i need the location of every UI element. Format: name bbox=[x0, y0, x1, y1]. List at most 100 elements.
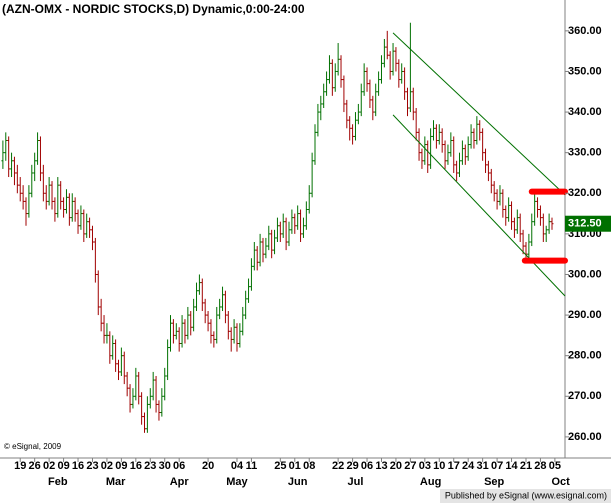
ohlc-bar bbox=[417, 128, 421, 161]
x-tick-label: 03 bbox=[419, 460, 431, 472]
ohlc-bar bbox=[492, 181, 496, 202]
ohlc-bar bbox=[400, 63, 404, 84]
ohlc-bar bbox=[59, 181, 63, 210]
ohlc-bar bbox=[96, 270, 100, 316]
ohlc-bar bbox=[536, 197, 540, 218]
ohlc-bar bbox=[518, 213, 522, 242]
x-tick-label: 26 bbox=[29, 460, 41, 472]
title-bg bbox=[0, 2, 270, 18]
ohlc-bar bbox=[452, 136, 456, 173]
ohlc-bar bbox=[255, 246, 259, 271]
ohlc-bar bbox=[148, 388, 152, 409]
ohlc-bar bbox=[137, 371, 141, 405]
ohlc-bar bbox=[455, 160, 459, 182]
y-tick-label: 320.00 bbox=[568, 187, 602, 199]
ohlc-bar bbox=[446, 144, 450, 165]
ohlc-bar bbox=[111, 335, 115, 360]
x-tick-label: 30 bbox=[159, 460, 171, 472]
ohlc-bar bbox=[21, 185, 25, 210]
y-tick-label: 260.00 bbox=[568, 431, 602, 443]
trend-line bbox=[392, 114, 566, 297]
ohlc-bar bbox=[157, 400, 161, 421]
y-tick-label: 360.00 bbox=[568, 25, 602, 37]
ohlc-bar bbox=[221, 286, 225, 312]
ohlc-bar bbox=[356, 103, 360, 125]
x-tick-label: 08 bbox=[303, 460, 315, 472]
ohlc-bar bbox=[345, 99, 349, 129]
ohlc-bar bbox=[140, 392, 144, 425]
ohlc-bar bbox=[44, 185, 48, 210]
ohlc-bar bbox=[108, 331, 112, 364]
ohlc-bar bbox=[73, 197, 77, 222]
ohlc-bar bbox=[353, 112, 357, 141]
x-tick-label: 23 bbox=[144, 460, 156, 472]
ohlc-bar bbox=[351, 124, 355, 145]
ohlc-bar bbox=[212, 331, 216, 348]
ohlc-bar bbox=[244, 290, 248, 320]
ohlc-bar bbox=[1, 140, 5, 169]
ohlc-bar bbox=[365, 67, 369, 92]
ohlc-bar bbox=[316, 103, 320, 137]
last-price-box bbox=[565, 215, 611, 232]
x-tick-label: 01 bbox=[289, 460, 301, 472]
ohlc-bar bbox=[85, 213, 89, 238]
ohlc-bar bbox=[342, 75, 346, 113]
footer-bar bbox=[440, 489, 611, 503]
ohlc-bar bbox=[232, 319, 236, 344]
ohlc-bar bbox=[203, 298, 207, 324]
month-label: Aug bbox=[420, 476, 441, 488]
ohlc-bar bbox=[229, 327, 233, 352]
ohlc-bar bbox=[226, 311, 230, 340]
ohlc-bar bbox=[325, 71, 329, 96]
ohlc-bar bbox=[180, 315, 184, 348]
ohlc-bar bbox=[171, 319, 175, 344]
ohlc-bar bbox=[166, 339, 170, 381]
x-tick-label: 29 bbox=[346, 460, 358, 472]
ohlc-bar bbox=[27, 185, 31, 218]
ohlc-bar bbox=[510, 201, 514, 230]
ohlc-bar bbox=[469, 124, 473, 149]
ohlc-bar bbox=[79, 205, 83, 230]
ohlc-bar bbox=[284, 217, 288, 251]
ohlc-bar bbox=[56, 177, 60, 218]
ohlc-bar bbox=[512, 217, 516, 238]
ohlc-bar bbox=[273, 229, 277, 255]
ohlc-bar bbox=[336, 43, 340, 76]
ohlc-bar bbox=[261, 237, 265, 263]
ohlc-bar bbox=[429, 128, 433, 169]
x-tick-label: 20 bbox=[390, 460, 402, 472]
ohlc-bar bbox=[249, 258, 253, 291]
y-tick-label: 350.00 bbox=[568, 65, 602, 77]
ohlc-bar bbox=[206, 311, 210, 332]
ohlc-bar bbox=[426, 140, 430, 173]
ohlc-bar bbox=[368, 79, 372, 109]
x-tick-label: 06 bbox=[361, 460, 373, 472]
ohlc-bar bbox=[547, 213, 551, 234]
month-label: Jul bbox=[348, 476, 364, 488]
ohlc-bar bbox=[466, 136, 470, 161]
ohlc-bar bbox=[538, 205, 542, 226]
x-tick-label: 02 bbox=[43, 460, 55, 472]
month-label: Jun bbox=[288, 476, 308, 488]
ohlc-bar bbox=[197, 274, 201, 295]
watermark: © eSignal, 2009 bbox=[4, 442, 62, 451]
ohlc-bar bbox=[145, 396, 149, 433]
ohlc-bar bbox=[122, 351, 126, 385]
x-tick-label: 10 bbox=[433, 460, 445, 472]
ohlc-bar bbox=[215, 306, 219, 344]
ohlc-bar bbox=[195, 282, 199, 312]
ohlc-bar bbox=[388, 51, 392, 80]
ohlc-bar bbox=[515, 209, 519, 234]
ohlc-bar bbox=[313, 124, 317, 165]
x-tick-label: 05 bbox=[549, 460, 561, 472]
ohlc-bar bbox=[495, 189, 499, 210]
ohlc-bar bbox=[258, 233, 262, 267]
ohlc-bar bbox=[475, 116, 479, 145]
ohlc-bar bbox=[163, 367, 167, 401]
y-tick-label: 300.00 bbox=[568, 268, 602, 280]
x-tick-label: 31 bbox=[477, 460, 489, 472]
trend-line bbox=[392, 32, 566, 196]
ohlc-bar bbox=[449, 132, 453, 157]
ohlc-bar bbox=[296, 205, 300, 230]
